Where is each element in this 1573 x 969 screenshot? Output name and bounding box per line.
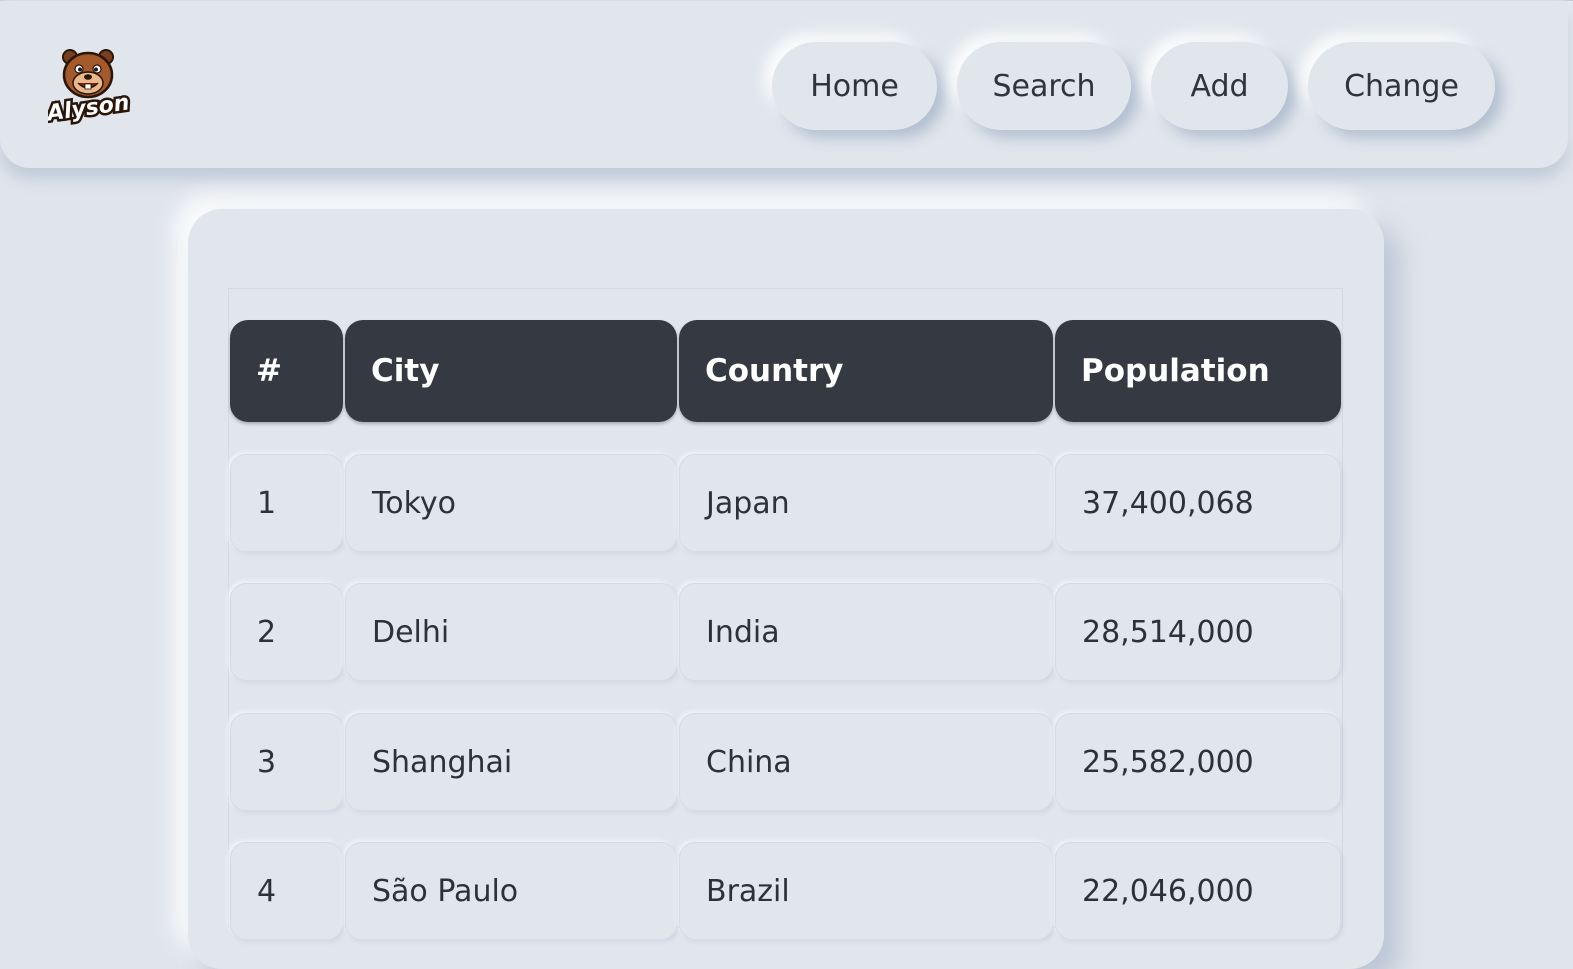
- nav-add-button[interactable]: Add: [1151, 42, 1288, 130]
- table-cell-population: 28,514,000: [1055, 583, 1341, 681]
- column-header-country: Country: [679, 320, 1053, 422]
- nav-search-button[interactable]: Search: [957, 42, 1131, 130]
- logo[interactable]: Alyson: [41, 45, 133, 129]
- column-header-index: #: [230, 320, 343, 422]
- nav-home-button[interactable]: Home: [772, 42, 937, 130]
- table-cell-country: China: [679, 713, 1053, 811]
- column-header-city: City: [345, 320, 677, 422]
- table-cell-population: 37,400,068: [1055, 454, 1341, 552]
- table-cell-index: 4: [230, 842, 343, 940]
- beaver-mascot-icon: Alyson: [41, 49, 133, 129]
- table-cell-city: Tokyo: [345, 454, 677, 552]
- table-cell-index: 1: [230, 454, 343, 552]
- table-cell-index: 3: [230, 713, 343, 811]
- window-top-border: [0, 0, 1573, 1]
- table-cell-index: 2: [230, 583, 343, 681]
- svg-text:Alyson: Alyson: [48, 90, 131, 127]
- table-cell-population: 25,582,000: [1055, 713, 1341, 811]
- nav-change-button[interactable]: Change: [1308, 42, 1495, 130]
- table-cell-city: Delhi: [345, 583, 677, 681]
- table-cell-country: Brazil: [679, 842, 1053, 940]
- table-cell-population: 22,046,000: [1055, 842, 1341, 940]
- table-cell-country: Japan: [679, 454, 1053, 552]
- table-cell-city: São Paulo: [345, 842, 677, 940]
- column-header-population: Population: [1055, 320, 1341, 422]
- navbar: Alyson Home Search Add Change: [0, 1, 1568, 168]
- table-cell-city: Shanghai: [345, 713, 677, 811]
- table-cell-country: India: [679, 583, 1053, 681]
